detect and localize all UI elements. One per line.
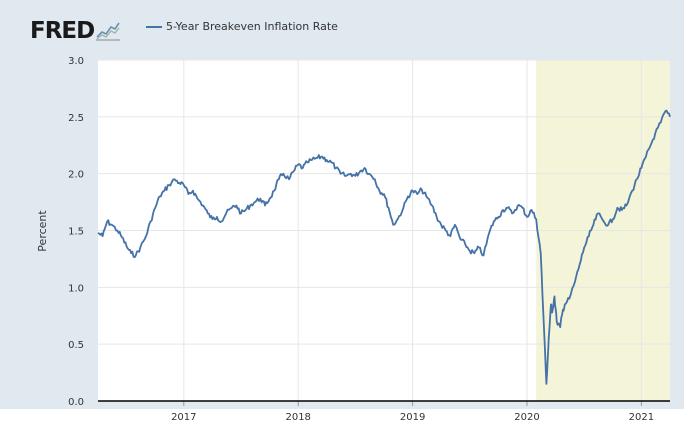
y-tick-label: 1.5 bbox=[68, 227, 84, 238]
x-tick-label: 2017 bbox=[171, 412, 196, 423]
logo-text: FRED bbox=[30, 18, 95, 44]
y-tick-label: 0.5 bbox=[68, 340, 84, 351]
y-axis-label: Percent bbox=[36, 210, 49, 252]
gridlines bbox=[98, 59, 670, 401]
y-axis-ticks: 0.0 0.5 1.0 1.5 2.0 2.5 3.0 bbox=[68, 56, 84, 408]
x-axis-ticks: 2017 2018 2019 2020 2021 bbox=[171, 401, 654, 423]
chart-logo-icon bbox=[96, 22, 121, 41]
y-tick-label: 2.5 bbox=[68, 113, 84, 124]
x-tick-label: 2020 bbox=[514, 412, 539, 423]
chart-legend[interactable]: 5-Year Breakeven Inflation Rate bbox=[146, 20, 338, 33]
legend-label: 5-Year Breakeven Inflation Rate bbox=[166, 20, 338, 33]
x-tick-label: 2018 bbox=[285, 412, 310, 423]
y-tick-label: 0.0 bbox=[68, 397, 84, 408]
x-tick-label: 2021 bbox=[629, 412, 654, 423]
y-tick-label: 3.0 bbox=[68, 56, 84, 67]
series-line bbox=[97, 109, 671, 385]
fred-logo[interactable]: FRED bbox=[30, 18, 121, 44]
y-tick-label: 2.0 bbox=[68, 170, 84, 181]
page-bottom-strip bbox=[0, 409, 684, 424]
y-tick-label: 1.0 bbox=[68, 283, 84, 294]
x-tick-label: 2019 bbox=[400, 412, 425, 423]
legend-line-swatch bbox=[146, 25, 162, 28]
